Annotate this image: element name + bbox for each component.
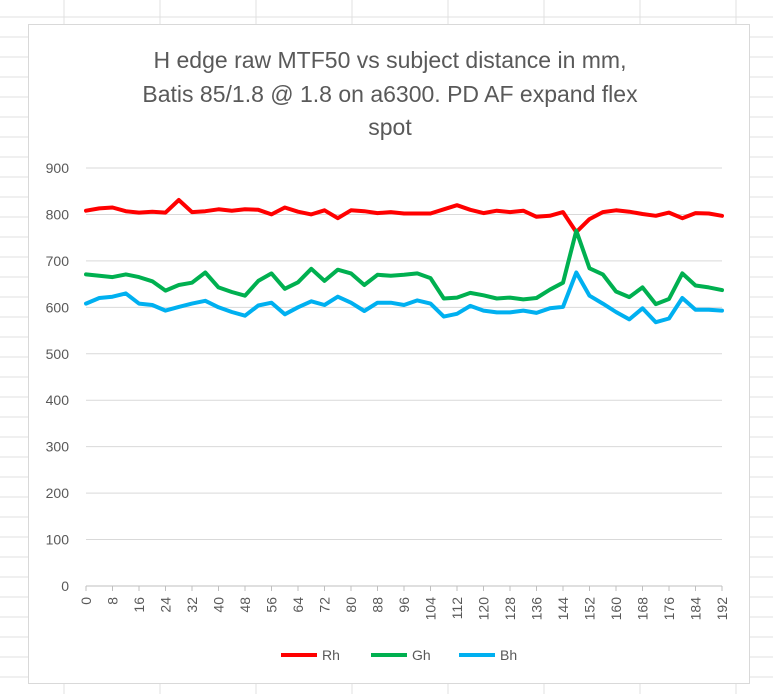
legend-label-rh: Rh xyxy=(322,647,340,663)
y-tick-label: 400 xyxy=(46,392,70,408)
series-line-bh xyxy=(84,270,724,325)
y-tick-label: 100 xyxy=(46,532,70,548)
y-tick-label: 300 xyxy=(46,439,70,455)
x-tick-label: 40 xyxy=(211,597,227,613)
y-tick-label: 200 xyxy=(46,485,70,501)
chart-legend: Rh Gh Bh xyxy=(281,647,517,663)
x-tick-label: 8 xyxy=(105,597,121,605)
chart-gridlines xyxy=(86,167,722,587)
x-axis: 0 8 16 24 32 40 48 56 64 72 80 88 96 104 112 120 128 136 1… xyxy=(78,586,730,620)
x-tick-label: 0 xyxy=(78,597,94,605)
chart-title-line-1: H edge raw MTF50 vs subject distance in … xyxy=(154,47,627,73)
x-tick-label: 64 xyxy=(290,597,306,613)
x-tick-label: 72 xyxy=(317,597,333,613)
x-tick-label: 192 xyxy=(714,597,730,621)
chart-title-line-2: Batis 85/1.8 @ 1.8 on a6300. PD AF expan… xyxy=(142,81,638,107)
chart-area[interactable]: H edge raw MTF50 vs subject distance in … xyxy=(28,24,750,684)
chart-canvas: H edge raw MTF50 vs subject distance in … xyxy=(46,47,730,663)
series-line-rh xyxy=(84,198,724,235)
y-tick-label: 0 xyxy=(61,578,69,594)
y-tick-label: 800 xyxy=(46,206,70,222)
x-tick-label: 144 xyxy=(555,597,571,621)
x-tick-label: 136 xyxy=(529,597,545,621)
x-tick-label: 48 xyxy=(237,597,253,613)
y-axis: 0 100 200 300 400 500 600 700 800 900 xyxy=(46,160,70,594)
chart-series xyxy=(84,198,724,325)
y-tick-label: 600 xyxy=(46,299,70,315)
x-tick-label: 184 xyxy=(688,597,704,621)
x-tick-label: 168 xyxy=(635,597,651,621)
legend-label-gh: Gh xyxy=(412,647,431,663)
x-tick-label: 120 xyxy=(476,597,492,621)
x-tick-label: 24 xyxy=(158,597,174,613)
x-tick-label: 88 xyxy=(370,597,386,613)
y-tick-label: 700 xyxy=(46,253,70,269)
chart-title-line-3: spot xyxy=(368,114,412,140)
x-tick-label: 32 xyxy=(184,597,200,613)
x-tick-label: 56 xyxy=(264,597,280,613)
x-tick-label: 152 xyxy=(582,597,598,621)
y-tick-label: 900 xyxy=(46,160,70,176)
x-tick-label: 128 xyxy=(502,597,518,621)
x-tick-label: 16 xyxy=(131,597,147,613)
x-tick-label: 104 xyxy=(423,597,439,621)
x-tick-label: 80 xyxy=(343,597,359,613)
x-tick-label: 96 xyxy=(396,597,412,613)
x-tick-label: 112 xyxy=(449,597,465,620)
x-tick-label: 160 xyxy=(608,597,624,621)
legend-label-bh: Bh xyxy=(500,647,517,663)
chart-title: H edge raw MTF50 vs subject distance in … xyxy=(142,47,638,140)
y-tick-label: 500 xyxy=(46,346,70,362)
series-line-gh xyxy=(84,228,724,307)
x-tick-label: 176 xyxy=(661,597,677,621)
